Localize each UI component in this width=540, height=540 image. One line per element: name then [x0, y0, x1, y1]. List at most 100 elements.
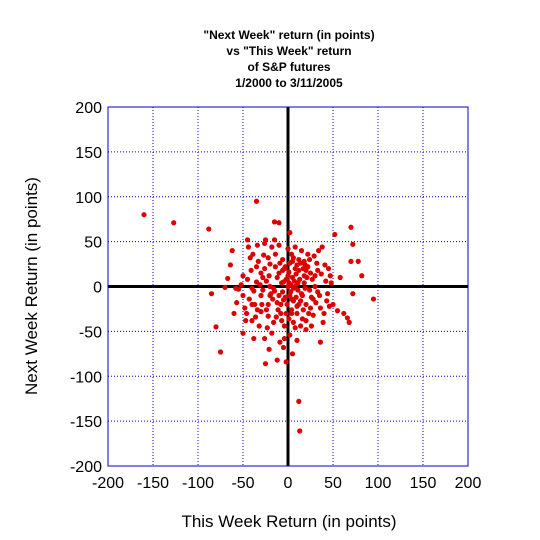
data-point — [332, 231, 338, 238]
data-point — [250, 251, 256, 257]
data-point — [276, 242, 282, 248]
data-point — [320, 319, 326, 325]
data-point — [294, 337, 300, 343]
data-point — [281, 265, 287, 272]
data-point — [263, 307, 269, 313]
data-point — [296, 267, 302, 273]
data-point — [323, 278, 329, 284]
data-point — [290, 255, 296, 261]
y-tick-labels: -200 -150 -100 -50 0 50 100 150 200 — [70, 100, 102, 476]
x-tick-label: -150 — [137, 475, 169, 492]
data-point — [355, 258, 361, 264]
data-point — [240, 273, 246, 279]
data-point — [307, 305, 314, 311]
data-point — [265, 313, 271, 319]
data-point — [282, 294, 288, 300]
data-point — [273, 314, 279, 320]
data-point — [318, 271, 324, 277]
data-point — [298, 260, 304, 266]
data-point — [303, 326, 309, 333]
data-point — [253, 264, 260, 270]
data-point — [348, 258, 354, 264]
data-point — [240, 292, 246, 299]
title-line-2: vs "This Week" return — [226, 44, 351, 58]
data-point — [315, 289, 321, 295]
data-point — [344, 315, 350, 321]
data-point — [293, 271, 299, 277]
data-point — [280, 344, 287, 351]
data-point — [246, 296, 252, 302]
data-point — [244, 310, 250, 317]
data-point — [292, 283, 298, 290]
data-point — [256, 323, 262, 329]
x-tick-label: -100 — [182, 475, 214, 492]
data-point — [270, 296, 276, 302]
data-point — [311, 253, 317, 259]
data-point — [292, 244, 298, 250]
data-point — [281, 323, 287, 329]
data-point — [301, 280, 307, 286]
data-point — [277, 339, 283, 345]
data-point — [238, 282, 244, 288]
data-point — [171, 220, 177, 226]
data-point — [262, 240, 268, 247]
data-point — [272, 251, 278, 257]
data-point — [269, 330, 275, 336]
data-point — [303, 318, 309, 324]
data-point — [348, 224, 354, 230]
y-tick-label: 100 — [75, 190, 102, 207]
data-point — [244, 237, 251, 243]
data-point — [312, 283, 318, 290]
y-tick-label: -50 — [79, 324, 102, 341]
data-point — [255, 258, 261, 264]
data-point — [303, 301, 309, 308]
data-point — [307, 256, 313, 263]
data-point — [258, 292, 264, 299]
data-point — [275, 307, 281, 313]
data-point — [302, 285, 308, 291]
data-point — [289, 310, 295, 317]
data-point — [240, 330, 246, 336]
data-point — [213, 324, 219, 330]
data-point — [245, 244, 251, 250]
x-tick-label: 0 — [284, 475, 293, 492]
data-point — [322, 262, 328, 268]
data-point — [327, 273, 333, 279]
data-point — [227, 262, 233, 268]
data-point — [233, 285, 239, 291]
data-point — [307, 270, 314, 276]
data-point — [217, 349, 224, 355]
y-tick-label: 0 — [93, 280, 102, 297]
data-point — [346, 319, 352, 325]
data-point — [267, 261, 273, 267]
data-point — [337, 274, 343, 281]
data-point — [296, 301, 302, 308]
x-tick-label: 200 — [455, 475, 482, 492]
data-point — [276, 270, 282, 276]
data-point — [277, 260, 283, 266]
data-point — [276, 220, 282, 226]
data-point — [297, 428, 303, 434]
data-point — [271, 319, 277, 325]
data-point — [274, 357, 280, 363]
y-tick-label: -100 — [70, 369, 102, 386]
data-point — [269, 244, 275, 250]
y-tick-label: 50 — [84, 235, 102, 252]
data-point — [266, 346, 272, 352]
data-point — [265, 255, 271, 261]
data-point — [316, 248, 322, 254]
data-point — [254, 307, 260, 313]
data-point — [274, 274, 280, 281]
data-point — [206, 226, 212, 232]
data-point — [253, 279, 260, 285]
y-tick-label: -200 — [70, 459, 102, 476]
plot-frame — [107, 106, 469, 467]
data-point — [295, 287, 301, 293]
data-point — [141, 212, 147, 218]
data-point — [328, 280, 334, 286]
data-point — [254, 242, 260, 248]
data-point — [289, 307, 295, 313]
data-point — [249, 285, 255, 291]
data-point — [308, 294, 314, 300]
data-point — [287, 230, 293, 236]
